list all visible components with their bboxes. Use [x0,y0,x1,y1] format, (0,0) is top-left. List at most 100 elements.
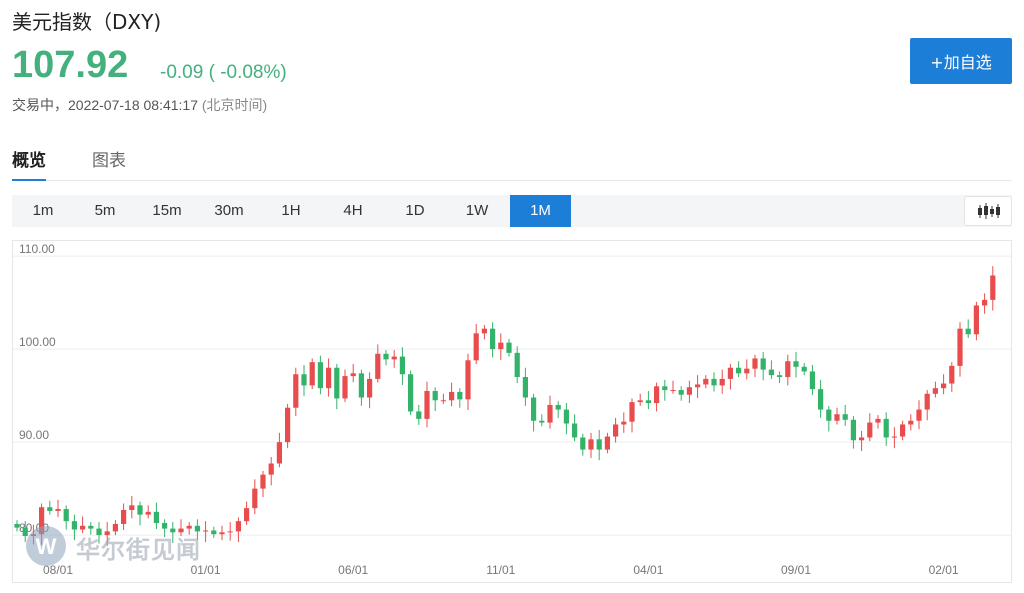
candle-body [129,505,135,510]
candle-body [194,525,200,532]
candle [194,519,200,540]
candle-body [859,437,865,441]
candle-body [309,362,315,386]
candle-body [531,397,537,421]
period-1w[interactable]: 1W [465,202,489,219]
x-tick-label: 08/01 [43,563,73,577]
candle-body [162,523,168,529]
candle [752,354,758,378]
candle [522,367,528,406]
period-5m[interactable]: 5m [94,202,116,219]
candle [219,525,225,541]
candle-body [957,328,963,366]
candle-body [424,390,430,419]
candle [391,350,397,368]
candle-body [317,362,323,389]
candle-body [293,374,299,408]
candle-body [908,420,914,425]
candle-body [924,393,930,410]
candle [383,350,389,366]
candle [14,520,20,532]
candle [654,382,660,412]
candle-body [539,420,545,423]
candle [785,354,791,386]
candle-body [982,299,988,306]
candle [809,364,815,396]
period-1d[interactable]: 1D [405,202,425,219]
candle [104,522,110,546]
candle [711,372,717,392]
candle [744,359,750,380]
candle-body [826,409,832,421]
candle [645,390,651,410]
candle [367,372,373,409]
candle-body [408,374,414,412]
candle [145,505,151,519]
candle-body [88,525,94,529]
candle [490,322,496,358]
price-chart[interactable]: 110.00 100.00 90.00 80.00 08/01 01/01 06/01 11/… [12,240,1012,583]
candle-body [244,508,250,522]
candle [473,324,479,365]
x-tick-label: 06/01 [338,563,368,577]
candle-body [334,367,340,399]
candle [293,367,299,417]
candle-body [613,424,619,437]
candle-body [580,437,586,450]
candle [637,393,643,406]
candle-body [670,390,676,392]
candle [55,499,61,517]
candle [596,430,602,461]
candle-body [768,369,774,376]
candle [703,375,709,389]
candle-body [727,367,733,379]
candle-body [137,505,143,515]
candle-body [621,421,627,425]
y-tick-label: 90.00 [19,428,49,442]
candle [859,430,865,451]
candle-body [883,418,889,438]
candle-body [71,521,77,530]
add-watchlist-button[interactable]: +加自选 [910,38,1012,84]
period-1h[interactable]: 1H [281,202,301,219]
candle-body [326,367,332,389]
x-tick-label: 11/01 [486,563,515,577]
candle-body [432,390,438,401]
candle [801,363,807,376]
candle-body [711,378,717,386]
chart-type-button[interactable] [964,196,1012,226]
candle-body [990,275,996,300]
period-30m[interactable]: 30m [214,202,244,219]
x-tick-label: 04/01 [633,563,663,577]
candle [793,351,799,378]
candle-body [662,386,668,391]
period-1m[interactable]: 1m [32,202,54,219]
candle [465,353,471,411]
candle-body [481,328,487,334]
candle-body [744,368,750,374]
period-4h[interactable]: 4H [343,202,363,219]
period-15m[interactable]: 15m [152,202,182,219]
candle-body [276,442,282,464]
tab-overview[interactable]: 概览 [12,146,46,181]
candle [440,393,446,404]
candle-body [219,532,225,535]
candle [727,364,733,390]
candle [678,386,684,401]
candle-body [170,528,176,533]
candle [63,505,69,530]
candle-body [637,400,643,403]
candle [276,432,282,468]
candle-body [678,390,684,395]
candle-body [973,305,979,335]
candle-body [449,391,455,401]
tab-chart[interactable]: 图表 [92,151,126,171]
candle-body [399,356,405,375]
candle [506,338,512,357]
candle [244,501,250,525]
candle [547,395,553,429]
candle [358,369,364,406]
period-1m-month[interactable]: 1M [510,195,571,227]
candle [498,333,504,360]
